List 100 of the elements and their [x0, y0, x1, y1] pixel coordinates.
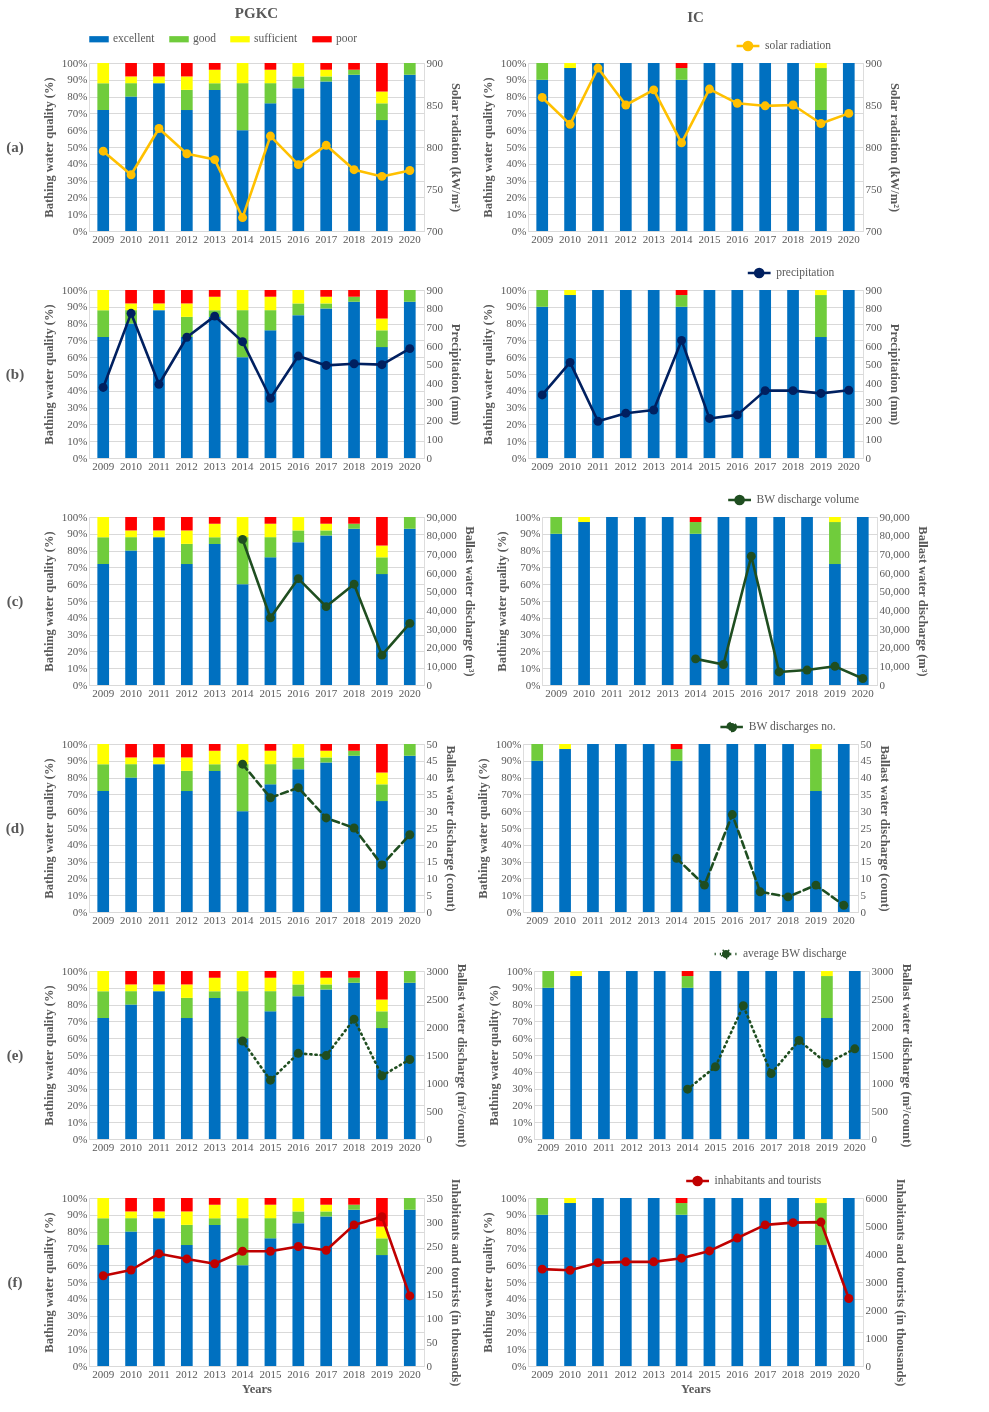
y2-tick-label: 2000	[871, 1020, 894, 1033]
y2-tick-label: 300	[865, 395, 883, 408]
x-tick-label: 2010	[120, 1367, 143, 1380]
y-tick-label: 90%	[67, 1208, 88, 1221]
y-tick-label: 50%	[67, 1048, 88, 1061]
text: (d)	[5, 820, 25, 837]
x-tick-label: 2013	[642, 459, 666, 472]
x-tick-label: 2020	[398, 1140, 422, 1153]
x-tick-label: 2013	[648, 1140, 672, 1153]
legend-label: poor	[336, 32, 358, 46]
legend-label: BW discharge volume	[756, 493, 860, 506]
x-tick-label: 2018	[788, 1140, 811, 1153]
y2-tick-label: 2500	[426, 992, 449, 1005]
y-tick-label: 50%	[506, 140, 527, 153]
y-tick-label: 80%	[67, 771, 88, 784]
y2-tick-label: 0	[871, 1132, 878, 1145]
y-tick-label: 100%	[506, 964, 533, 977]
y-tick-label: 90%	[67, 754, 88, 767]
y-tick-label: 30%	[67, 855, 88, 868]
y-tick-label: 40%	[501, 838, 522, 851]
y-tick-label: 0%	[511, 224, 527, 237]
x-tick-label: 2017	[754, 1367, 777, 1380]
y-tick-label: 40%	[512, 1065, 533, 1078]
y2-tick-label: 90,000	[879, 510, 911, 523]
y2-tick-label: 200	[426, 414, 444, 427]
x-tick-label: 2011	[148, 913, 170, 926]
y-axis-title: Bathing water quality (%)	[494, 531, 509, 672]
y-tick-label: 60%	[520, 577, 541, 590]
x-tick-label: 2014	[231, 913, 255, 926]
x-tick-label: 2016	[726, 459, 749, 472]
y-tick-label: 50%	[67, 367, 88, 380]
y-axis-title: Bathing water quality (%)	[480, 77, 495, 218]
y-tick-label: 90%	[506, 1208, 527, 1221]
y2-tick-label: 400	[865, 376, 883, 389]
x-tick-label: 2011	[148, 459, 170, 472]
y2-tick-label: 100	[426, 1311, 444, 1324]
y-tick-label: 0%	[511, 451, 527, 464]
y2-tick-label: 60,000	[426, 566, 458, 579]
y2-tick-label: 0	[860, 905, 867, 918]
x-tick-label: 2017	[315, 1367, 338, 1380]
x-tick-label: 2011	[587, 1367, 609, 1380]
y-tick-label: 70%	[67, 1014, 88, 1027]
y-tick-label: 80%	[67, 317, 88, 330]
y-tick-label: 90%	[67, 981, 88, 994]
y2-axis-title: Precipitation (mm)	[888, 323, 902, 426]
y-tick-label: 40%	[67, 384, 88, 397]
y-tick-label: 0%	[72, 451, 88, 464]
x-tick-label: 2011	[593, 1140, 615, 1153]
y-tick-label: 10%	[506, 207, 527, 220]
x-tick-label: 2013	[203, 1367, 227, 1380]
x-tick-label: 2018	[777, 913, 800, 926]
y-tick-label: 50%	[520, 594, 541, 607]
y-tick-label: 0%	[517, 1132, 533, 1145]
y-axis-title: Bathing water quality (%)	[41, 758, 56, 899]
x-tick-label: 2012	[614, 232, 637, 245]
y-tick-label: 100%	[61, 737, 88, 750]
y2-tick-label: 30	[860, 804, 872, 817]
x-tick-label: 2013	[203, 686, 227, 699]
y2-tick-label: 40,000	[879, 603, 911, 616]
y2-tick-label: 900	[426, 283, 444, 296]
y2-tick-label: 80,000	[426, 529, 458, 542]
y-tick-label: 50%	[506, 1275, 527, 1288]
y-tick-label: 30%	[506, 174, 527, 187]
y-tick-label: 100%	[500, 1191, 527, 1204]
y2-tick-label: 20,000	[879, 641, 911, 654]
y2-axis-title: Inhabitants and tourists (in thousands)	[893, 1178, 908, 1387]
y2-tick-label: 15	[860, 855, 872, 868]
x-tick-label: 2014	[665, 913, 689, 926]
x-tick-label: 2015	[259, 1140, 282, 1153]
y-tick-label: 40%	[520, 611, 541, 624]
y2-tick-label: 30	[426, 804, 438, 817]
y-tick-label: 10%	[67, 661, 88, 674]
y-tick-label: 10%	[501, 888, 522, 901]
y-tick-label: 50%	[506, 367, 527, 380]
y2-tick-label: 0	[426, 451, 433, 464]
y-axis-title: Bathing water quality (%)	[41, 1212, 56, 1353]
y-tick-label: 90%	[67, 300, 88, 313]
x-tick-label: 2013	[637, 913, 661, 926]
x-tick-label: 2020	[843, 1140, 867, 1153]
y-tick-label: 80%	[67, 544, 88, 557]
y2-tick-label: 850	[865, 98, 883, 111]
y2-tick-label: 0	[865, 1359, 872, 1372]
y-tick-label: 10%	[67, 207, 88, 220]
y-tick-label: 20%	[520, 644, 541, 657]
y-tick-label: 20%	[512, 1098, 533, 1111]
y-tick-label: 20%	[67, 190, 88, 203]
y2-axis-title: Ballast water discharge (m³/count)	[899, 963, 914, 1148]
x-tick-label: 2015	[259, 232, 282, 245]
x-tick-label: 2014	[231, 1140, 255, 1153]
x-tick-label: 2013	[203, 913, 227, 926]
x-tick-label: 2009	[545, 686, 568, 699]
y-tick-label: 80%	[67, 90, 88, 103]
y-tick-label: 100%	[61, 964, 88, 977]
y2-tick-label: 25	[860, 821, 872, 834]
y2-tick-label: 35	[426, 787, 438, 800]
x-tick-label: 2020	[851, 686, 875, 699]
x-tick-label: 2016	[287, 1140, 310, 1153]
x-tick-label: 2009	[92, 913, 115, 926]
y-tick-label: 0%	[511, 1359, 527, 1372]
y2-tick-label: 600	[865, 339, 883, 352]
